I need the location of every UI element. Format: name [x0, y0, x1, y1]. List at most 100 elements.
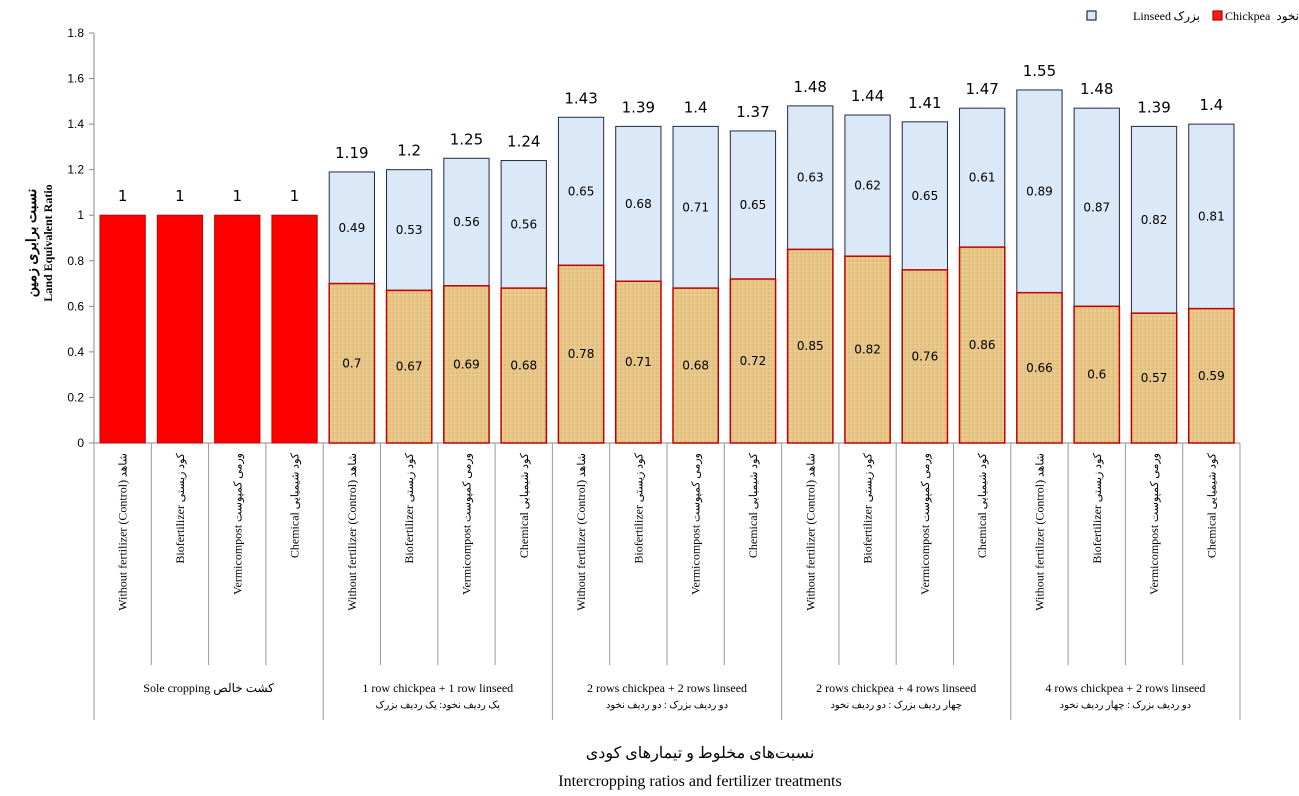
total-value-label: 1.25	[450, 130, 483, 148]
linseed-value-label: 0.81	[1198, 209, 1225, 223]
chickpea-value-label: 0.78	[568, 347, 595, 361]
category-label-fa: شاهد	[347, 453, 359, 480]
category-label: Biofertilizer کود زیستی	[861, 452, 875, 563]
chickpea-segment	[1130, 312, 1178, 444]
category-label-fa: ورمی کمپوست	[1149, 453, 1161, 525]
chickpea-value-label: 0.71	[625, 355, 652, 369]
y-tick-label: 1.8	[67, 26, 84, 40]
chickpea-value-label: 0.7	[342, 356, 361, 370]
category-label-fa: شاهد	[1034, 453, 1046, 480]
y-tick-label: 1.4	[67, 117, 84, 131]
category-label: Chemical کود شیمیایی	[746, 452, 760, 558]
chickpea-segment	[1187, 307, 1235, 444]
category-label: Biofertilizer کود زیستی	[173, 452, 187, 563]
y-tick-label: 0.2	[67, 390, 84, 404]
y-axis-label-fa: نسبت برابری زمین	[25, 189, 40, 298]
legend-linseed-label-fa: بزرک	[1174, 9, 1201, 23]
group-label-en: Sole cropping کشت خالص	[143, 681, 274, 695]
group-label-fa: دو ردیف بزرک : چهار ردیف نخود	[1060, 700, 1192, 711]
chickpea-value-label: 0.68	[510, 359, 537, 373]
x-axis-label-en: Intercropping ratios and fertilizer trea…	[558, 773, 841, 790]
total-value-label: 1	[290, 187, 300, 205]
linseed-value-label: 0.87	[1083, 200, 1110, 214]
category-label-fa: کود زیستی	[1092, 452, 1104, 505]
sole-bar	[99, 214, 146, 444]
linseed-value-label: 0.71	[682, 200, 709, 214]
chickpea-segment	[328, 282, 376, 444]
chickpea-value-label: 0.82	[854, 343, 881, 357]
chickpea-segment	[901, 269, 949, 444]
category-label: Vermicompost ورمی کمپوست	[1147, 453, 1161, 595]
chickpea-value-label: 0.6	[1087, 368, 1106, 382]
chickpea-value-label: 0.66	[1026, 361, 1053, 375]
category-label: Biofertilizer کود زیستی	[631, 452, 645, 563]
category-label: Vermicompost ورمی کمپوست	[459, 453, 473, 595]
total-value-label: 1.24	[507, 133, 540, 151]
total-value-label: 1.44	[851, 87, 884, 105]
chickpea-segment	[385, 289, 433, 444]
bars: 1 1 1 10.70.491.190.670.531.20.690.561.250.…	[99, 62, 1235, 444]
category-label-en: Chemical	[517, 511, 531, 558]
linseed-value-label: 0.56	[510, 217, 537, 231]
category-label-fa: ورمی کمپوست	[461, 453, 473, 525]
chickpea-segment	[443, 285, 490, 444]
linseed-segment	[959, 107, 1006, 248]
bar-group: 0.76 0.65 1.41	[901, 94, 949, 444]
linseed-value-label: 0.82	[1141, 213, 1168, 227]
category-label: Vermicompost ورمی کمپوست	[230, 453, 244, 595]
linseed-segment	[443, 157, 490, 287]
total-value-label: 1.4	[1199, 96, 1223, 114]
group-label-en: 2 rows chickpea + 4 rows linseed	[816, 681, 976, 695]
category-label-en: Biofertilizer	[402, 505, 416, 564]
bar-group: 0.72 0.65 1.37	[729, 103, 777, 444]
total-value-label: 1.48	[794, 78, 827, 96]
chickpea-segment	[672, 287, 720, 444]
sole-bar	[214, 214, 261, 444]
category-label-en: Chemical	[975, 511, 989, 558]
chickpea-value-label: 0.76	[911, 349, 938, 363]
bar-group: 0.69 0.56 1.25	[443, 130, 490, 444]
chickpea-segment	[1016, 291, 1063, 444]
category-label-en: Vermicompost	[918, 524, 932, 595]
category-label-fa: شاهد	[576, 453, 588, 480]
chickpea-value-label: 0.68	[682, 359, 709, 373]
bar-group: 0.68 0.71 1.4	[672, 98, 720, 444]
category-label-en: Vermicompost	[1147, 524, 1161, 595]
chickpea-segment	[844, 255, 891, 444]
linseed-value-label: 0.89	[1026, 184, 1053, 198]
bar-group: 1	[156, 187, 204, 444]
category-label-en: Without fertilizer (Control)	[345, 480, 359, 611]
y-tick-label: 1	[77, 208, 84, 222]
linseed-value-label: 0.63	[797, 171, 824, 185]
category-label-fa: کود شیمیایی	[748, 452, 760, 512]
category-label: Without fertilizer (Control) شاهد	[116, 453, 130, 611]
category-label-en: Without fertilizer (Control)	[116, 480, 130, 611]
category-label-fa: کود زیستی	[404, 452, 416, 505]
group-label-fa: چهار ردیف بزرک : دو ردیف نخود	[830, 700, 962, 711]
category-label-fa: کود زیستی	[175, 452, 187, 505]
category-label-fa: کود زیستی	[633, 452, 645, 505]
legend-chickpea-label-en: Chickpea	[1225, 9, 1271, 23]
group-label-fa: دو ردیف بزرک : دو ردیف نخود	[606, 700, 728, 711]
total-value-label: 1.47	[965, 80, 998, 98]
bar-group: 0.59 0.81 1.4	[1187, 96, 1235, 444]
y-axis-label-en: Land Equivalent Ratio	[41, 184, 55, 301]
chickpea-segment	[958, 246, 1006, 444]
category-label-en: Chemical	[1204, 511, 1218, 558]
linseed-segment	[1016, 89, 1063, 294]
category-label-fa: ورمی کمپوست	[920, 453, 932, 525]
category-label-fa: کود شیمیایی	[977, 452, 989, 512]
category-label-en: Vermicompost	[230, 524, 244, 595]
y-tick-label: 0.6	[67, 299, 84, 313]
total-value-label: 1.48	[1080, 80, 1113, 98]
bar-group: 1	[271, 187, 318, 444]
chickpea-segment	[500, 287, 548, 444]
total-value-label: 1.41	[908, 94, 941, 112]
bar-group: 0.82 0.62 1.44	[844, 87, 891, 444]
legend-chickpea-label-fa: نخود	[1276, 9, 1299, 23]
x-axis-label-fa: نسبت‌های مخلوط و تیمارهای کودی	[586, 745, 815, 762]
category-label-en: Biofertilizer	[173, 505, 187, 564]
chickpea-segment	[557, 264, 605, 444]
category-label: Vermicompost ورمی کمپوست	[689, 453, 703, 595]
